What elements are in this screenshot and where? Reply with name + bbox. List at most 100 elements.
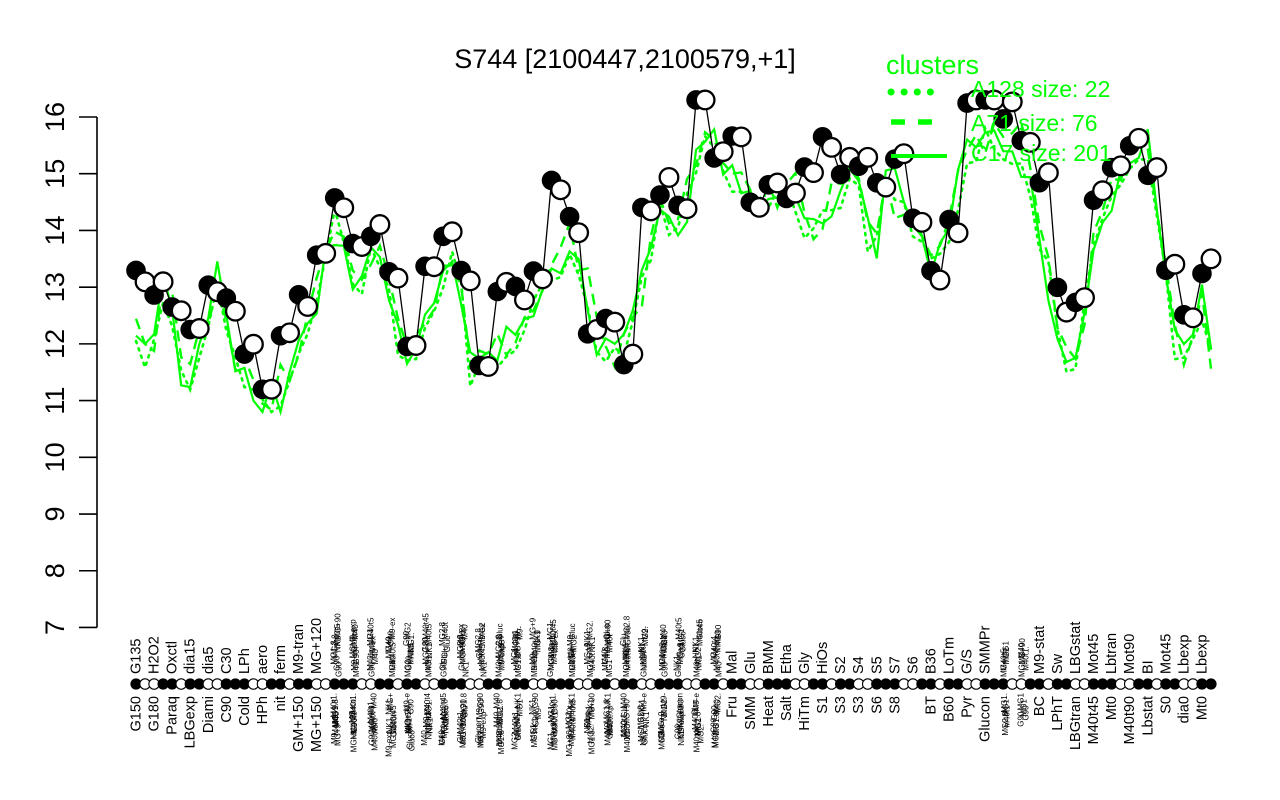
svg-text:Gluc: Gluc xyxy=(602,623,611,639)
svg-text:LBGstat: LBGstat xyxy=(1068,622,1084,674)
svg-text:Mal: Mal xyxy=(725,651,741,674)
svg-text:14: 14 xyxy=(40,215,70,245)
svg-text:S6: S6 xyxy=(905,656,921,674)
svg-text:S3: S3 xyxy=(833,696,849,714)
svg-text:M40t: M40t xyxy=(441,621,450,640)
svg-text:Diami: Diami xyxy=(201,696,217,733)
svg-text:M40: M40 xyxy=(1017,642,1026,658)
svg-text:NK1: NK1 xyxy=(677,730,686,746)
svg-text:M40t45: M40t45 xyxy=(421,613,430,640)
svg-text:Salt: Salt xyxy=(779,696,795,721)
svg-text:Oxctl: Oxctl xyxy=(165,641,181,674)
svg-text:LPhT: LPhT xyxy=(1050,696,1066,731)
svg-text:Paraq: Paraq xyxy=(165,696,181,735)
svg-text:HiOs: HiOs xyxy=(815,642,831,674)
svg-text:11: 11 xyxy=(40,387,70,415)
svg-text:SMM: SMM xyxy=(743,696,759,730)
svg-text:NK1: NK1 xyxy=(477,730,486,746)
svg-text:S5: S5 xyxy=(869,656,885,674)
svg-text:MG1.8: MG1.8 xyxy=(587,730,596,755)
svg-text:8: 8 xyxy=(40,563,70,578)
svg-text:15: 15 xyxy=(40,159,70,189)
svg-text:Gly: Gly xyxy=(797,652,813,675)
svg-text:C17 size: 201: C17 size: 201 xyxy=(971,140,1112,166)
svg-text:M40t1: M40t1 xyxy=(623,730,632,753)
svg-text:MG+90: MG+90 xyxy=(333,613,342,640)
svg-text:dia15: dia15 xyxy=(183,639,199,674)
svg-text:Glu: Glu xyxy=(456,730,465,742)
svg-text:BI: BI xyxy=(1140,660,1156,674)
svg-text:S4: S4 xyxy=(851,656,867,674)
svg-text:M9-stat: M9-stat xyxy=(1032,626,1048,674)
svg-text:SMMPr: SMMPr xyxy=(978,626,994,674)
svg-text:LBGexp: LBGexp xyxy=(183,696,199,748)
svg-text:S7: S7 xyxy=(887,656,903,674)
svg-text:M9-: M9- xyxy=(641,626,650,640)
svg-text:7: 7 xyxy=(40,620,70,635)
svg-text:M40t90: M40t90 xyxy=(1122,696,1138,744)
svg-text:GM+150: GM+150 xyxy=(291,696,307,752)
svg-text:G/S: G/S xyxy=(960,649,976,674)
svg-text:B36: B36 xyxy=(923,648,939,674)
svg-text:MG1.: MG1. xyxy=(546,620,555,640)
svg-text:S6: S6 xyxy=(869,696,885,714)
svg-text:13: 13 xyxy=(40,272,70,302)
svg-text:G180: G180 xyxy=(147,696,163,731)
svg-text:S0: S0 xyxy=(1158,696,1174,714)
svg-text:H2O2: H2O2 xyxy=(147,636,163,674)
svg-text:NK1: NK1 xyxy=(639,730,648,746)
svg-text:M9-: M9- xyxy=(516,626,525,640)
svg-text:M40: M40 xyxy=(659,624,668,640)
svg-text:MG2.8: MG2.8 xyxy=(1001,711,1010,736)
svg-text:G90: G90 xyxy=(367,730,376,746)
svg-text:S744 [2100447,2100579,+1]: S744 [2100447,2100579,+1] xyxy=(454,44,796,74)
svg-text:HiTm: HiTm xyxy=(797,696,813,731)
svg-text:MG+9: MG+9 xyxy=(529,617,538,640)
svg-text:LPh: LPh xyxy=(237,648,253,674)
svg-text:Mot45: Mot45 xyxy=(1158,634,1174,674)
svg-text:10: 10 xyxy=(40,442,70,472)
svg-text:9: 9 xyxy=(40,507,70,522)
svg-text:MG1.: MG1. xyxy=(546,730,555,750)
svg-text:M40t5: M40t5 xyxy=(675,617,684,640)
svg-text:S2: S2 xyxy=(833,656,849,674)
svg-text:Gluc: Gluc xyxy=(495,623,504,639)
svg-text:M9-: M9- xyxy=(330,730,339,744)
svg-text:B60: B60 xyxy=(942,696,958,722)
svg-text:M40t: M40t xyxy=(711,729,720,748)
svg-text:Sw: Sw xyxy=(1050,653,1066,674)
svg-text:Fru: Fru xyxy=(725,696,741,718)
svg-text:ferm: ferm xyxy=(273,645,289,674)
svg-text:Cold: Cold xyxy=(237,696,253,726)
svg-text:12: 12 xyxy=(40,329,70,359)
svg-text:BMM: BMM xyxy=(761,640,777,674)
svg-text:M40: M40 xyxy=(438,730,447,746)
svg-text:Gluco: Gluco xyxy=(695,618,704,639)
svg-text:Gluc: Gluc xyxy=(568,623,577,639)
svg-text:MG+150: MG+150 xyxy=(309,696,325,752)
svg-text:A71 size: 76: A71 size: 76 xyxy=(971,110,1098,136)
svg-text:Etha: Etha xyxy=(779,643,795,674)
svg-text:MG2.: MG2. xyxy=(510,730,519,750)
svg-text:M40t45: M40t45 xyxy=(1086,696,1102,744)
svg-text:S1: S1 xyxy=(815,696,831,714)
svg-text:dia5: dia5 xyxy=(201,647,217,674)
svg-text:dia0: dia0 xyxy=(1176,696,1192,723)
svg-text:G135: G135 xyxy=(129,639,145,674)
svg-text:MG+120: MG+120 xyxy=(309,618,325,674)
svg-text:Pyr: Pyr xyxy=(960,696,976,718)
svg-text:M9-tran: M9-tran xyxy=(291,624,307,674)
svg-text:G90: G90 xyxy=(714,624,723,640)
svg-text:Mt0: Mt0 xyxy=(1194,696,1210,720)
svg-text:M40: M40 xyxy=(351,624,360,640)
svg-text:S3: S3 xyxy=(851,696,867,714)
svg-text:M9-ex: M9-ex xyxy=(388,618,397,640)
svg-text:MG2: MG2 xyxy=(403,622,412,640)
svg-text:clusters: clusters xyxy=(886,50,979,80)
svg-text:BT: BT xyxy=(923,696,939,715)
svg-text:MG+90: MG+90 xyxy=(565,730,574,757)
svg-text:Mot45: Mot45 xyxy=(1086,634,1102,674)
svg-text:G90: G90 xyxy=(1016,711,1025,727)
svg-text:MG2.8: MG2.8 xyxy=(622,615,631,640)
svg-text:MG+9: MG+9 xyxy=(349,730,358,753)
